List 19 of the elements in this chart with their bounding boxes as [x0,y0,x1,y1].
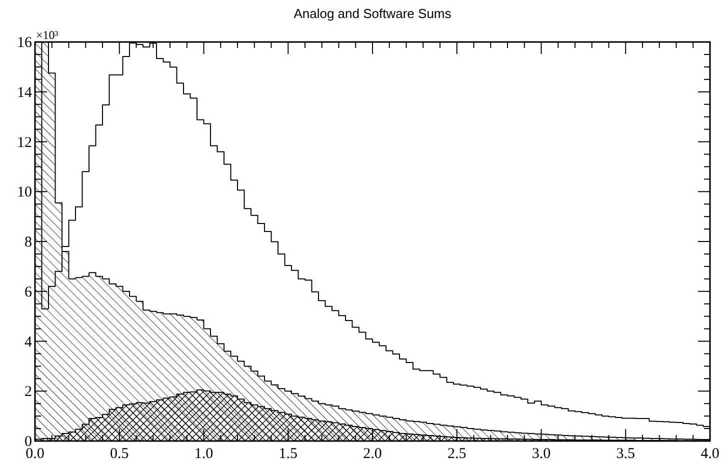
x-tick-label: 2.0 [363,446,382,462]
x-tick-label: 0.5 [110,446,129,462]
x-tick-label: 2.5 [448,446,466,462]
x-tick-label: 1.5 [278,446,298,462]
y-tick-label: 12 [17,134,32,151]
x-tick-label: 0.0 [26,446,44,462]
y-tick-label: 6 [24,284,32,300]
annotation: ×10³ [36,28,59,42]
x-tick-label: 3.0 [532,446,551,462]
x-tick-label: 4.0 [700,446,720,462]
x-tick-label: 3.5 [616,446,635,462]
y-tick-label: 4 [24,334,32,350]
x-tick-label: 1.0 [194,446,214,462]
chart-title: Analog and Software Sums [294,6,452,21]
y-tick-label: 14 [17,84,32,101]
y-tick-label: 10 [17,184,32,201]
y-tick-label: 8 [24,234,32,250]
y-tick-label: 2 [24,384,32,400]
y-tick-label: 16 [17,35,32,51]
